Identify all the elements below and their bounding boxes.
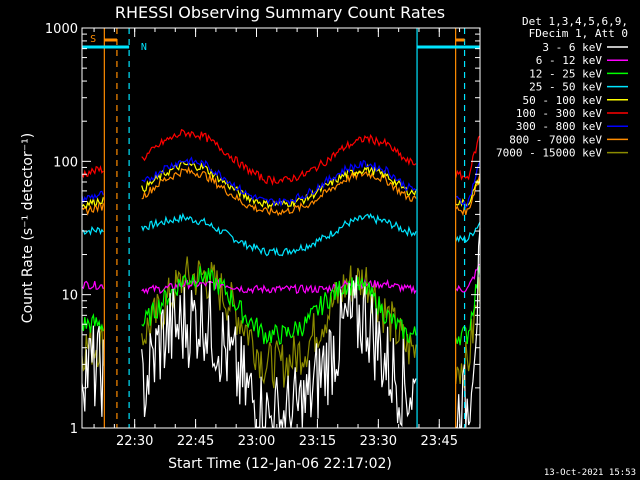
- x-tick-label: 22:30: [116, 434, 153, 449]
- y-tick-label: 1000: [45, 22, 78, 37]
- legend-entry-label: 7000 - 15000 keV: [496, 147, 602, 160]
- y-tick-label: 100: [53, 155, 78, 170]
- series-line-3-6-kev: [81, 228, 481, 428]
- x-tick-label: 23:30: [360, 434, 397, 449]
- x-tick-label: 23:15: [299, 434, 336, 449]
- flag-label-s: S: [90, 34, 96, 45]
- axes: 1 10 100 1000 22:30 22:45 23:00 23:15 23:30 23:45: [45, 22, 481, 449]
- series-line-25-50-kev: [81, 212, 481, 257]
- footer-timestamp: 13-Oct-2021 15:53: [544, 468, 636, 478]
- series-line-300-800-kev: [81, 156, 481, 209]
- y-axis-label: Count Rate (s⁻¹ detector⁻¹): [20, 133, 36, 323]
- y-tick-label: 10: [61, 289, 78, 304]
- legend-header: Det 1,3,4,5,6,9,: [522, 15, 628, 28]
- series-line-100-300-kev: [81, 128, 481, 187]
- flag-label-n: N: [141, 42, 147, 53]
- chart-title: RHESSI Observing Summary Count Rates: [115, 3, 445, 22]
- legend-entry-label: 6 - 12 keV: [536, 54, 603, 67]
- x-tick-label: 23:45: [421, 434, 458, 449]
- legend-entry-label: 300 - 800 keV: [516, 120, 602, 133]
- legend-header: FDecim 1, Att 0: [529, 27, 628, 40]
- legend-entry-label: 800 - 7000 keV: [509, 133, 602, 146]
- series-line-6-12-kev: [81, 263, 481, 295]
- legend-entry-label: 50 - 100 keV: [523, 94, 603, 107]
- x-axis-label: Start Time (12-Jan-06 22:17:02): [168, 456, 392, 472]
- plot-area: SN: [81, 28, 481, 428]
- legend: Det 1,3,4,5,6,9,FDecim 1, Att 03 - 6 keV…: [496, 15, 628, 160]
- legend-entry-label: 3 - 6 keV: [542, 41, 602, 54]
- x-tick-label: 23:00: [238, 434, 275, 449]
- plot-frame: [81, 27, 481, 429]
- x-tick-label: 22:45: [177, 434, 214, 449]
- legend-entry-label: 25 - 50 keV: [529, 81, 602, 94]
- y-tick-label: 1: [70, 422, 78, 437]
- legend-entry-label: 12 - 25 keV: [529, 67, 602, 80]
- series-line-12-25-kev: [81, 265, 481, 346]
- legend-entry-label: 100 - 300 keV: [516, 107, 602, 120]
- series-line-800-7000-kev: [81, 165, 481, 217]
